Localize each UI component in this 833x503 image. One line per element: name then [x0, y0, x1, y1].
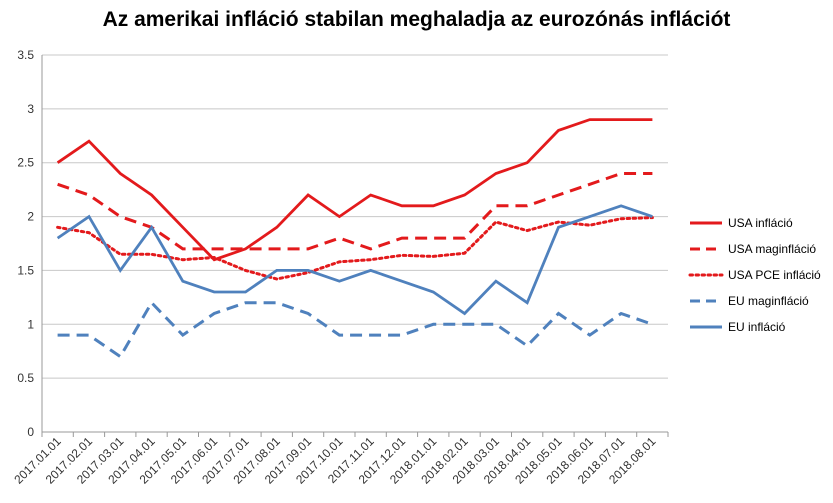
legend-label: USA infláció: [728, 216, 793, 230]
legend-label: EU maginfláció: [728, 294, 809, 308]
series-line: [56, 204, 653, 316]
y-axis-ticks: 0 0.5 1 1.5 2 2.5 3 3.5: [17, 48, 34, 439]
gridlines: [41, 54, 668, 433]
y-tick-label: 2: [27, 210, 34, 224]
chart-title: Az amerikai infláció stabilan meghaladja…: [102, 8, 731, 31]
legend-label: USA maginfláció: [728, 242, 816, 256]
series-line: [56, 216, 654, 281]
y-tick-label: 3: [27, 102, 34, 116]
legend-label: USA PCE infláció: [728, 268, 821, 282]
legend: USA infláció USA maginfláció USA PCE inflá…: [688, 216, 821, 334]
y-tick-label: 1.5: [17, 263, 34, 277]
series-line: [56, 118, 653, 262]
series-line: [57, 300, 653, 359]
series-lines: [56, 118, 654, 359]
legend-label: EU infláció: [728, 320, 786, 334]
y-tick-label: 2.5: [17, 156, 34, 170]
x-axis-ticks: 2017.01.012017.02.012017.03.012017.04.01…: [11, 432, 669, 487]
y-tick-label: 0: [27, 425, 34, 439]
y-tick-label: 1: [27, 317, 34, 331]
y-tick-label: 0.5: [17, 371, 34, 385]
series-line: [57, 172, 653, 251]
y-tick-label: 3.5: [17, 48, 34, 62]
